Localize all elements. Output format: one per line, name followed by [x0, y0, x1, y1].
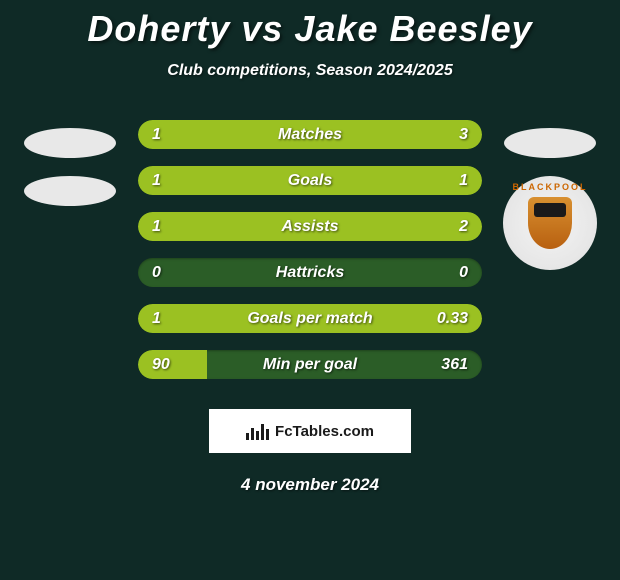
right-logo-column: BLACKPOOL [500, 120, 600, 270]
stat-right-value: 0.33 [437, 310, 468, 328]
stat-left-value: 1 [152, 126, 161, 144]
bar-text-row: 90 Min per goal 361 [138, 350, 482, 379]
stat-label: Hattricks [276, 264, 344, 282]
club-shield-icon [528, 197, 572, 249]
stat-right-value: 1 [459, 172, 468, 190]
stat-bar: 1 Goals per match 0.33 [138, 304, 482, 333]
comparison-subtitle: Club competitions, Season 2024/2025 [0, 62, 620, 80]
attribution-badge: FcTables.com [209, 409, 411, 453]
left-team-logo-2 [24, 176, 116, 206]
right-team-badge: BLACKPOOL [503, 176, 597, 270]
stat-bar: 90 Min per goal 361 [138, 350, 482, 379]
attribution-text: FcTables.com [275, 423, 374, 440]
left-logo-column [20, 120, 120, 206]
stat-label: Matches [278, 126, 342, 144]
left-team-logo-1 [24, 128, 116, 158]
stat-left-value: 1 [152, 172, 161, 190]
comparison-title: Doherty vs Jake Beesley [0, 0, 620, 50]
stat-bar: 0 Hattricks 0 [138, 258, 482, 287]
snapshot-date: 4 november 2024 [0, 475, 620, 495]
barchart-icon [246, 422, 269, 440]
bar-text-row: 1 Matches 3 [138, 120, 482, 149]
stat-right-value: 361 [441, 356, 468, 374]
bar-text-row: 0 Hattricks 0 [138, 258, 482, 287]
stat-bar: 1 Assists 2 [138, 212, 482, 241]
stat-left-value: 1 [152, 218, 161, 236]
stat-label: Goals [288, 172, 332, 190]
stat-left-value: 0 [152, 264, 161, 282]
right-team-logo-1 [504, 128, 596, 158]
stat-right-value: 0 [459, 264, 468, 282]
stat-right-value: 2 [459, 218, 468, 236]
bar-text-row: 1 Goals per match 0.33 [138, 304, 482, 333]
stat-bar: 1 Goals 1 [138, 166, 482, 195]
club-badge-text: BLACKPOOL [513, 182, 588, 192]
stat-right-value: 3 [459, 126, 468, 144]
stats-container: 1 Matches 3 1 Goals 1 1 Assists 2 0 Hattricks 0 1 Goa… [0, 120, 620, 379]
bar-text-row: 1 Assists 2 [138, 212, 482, 241]
stat-bars-column: 1 Matches 3 1 Goals 1 1 Assists 2 0 Hattricks 0 1 Goa… [138, 120, 482, 379]
stat-left-value: 1 [152, 310, 161, 328]
bar-text-row: 1 Goals 1 [138, 166, 482, 195]
stat-label: Goals per match [247, 310, 372, 328]
stat-left-value: 90 [152, 356, 170, 374]
stat-label: Assists [282, 218, 339, 236]
stat-label: Min per goal [263, 356, 357, 374]
stat-bar: 1 Matches 3 [138, 120, 482, 149]
